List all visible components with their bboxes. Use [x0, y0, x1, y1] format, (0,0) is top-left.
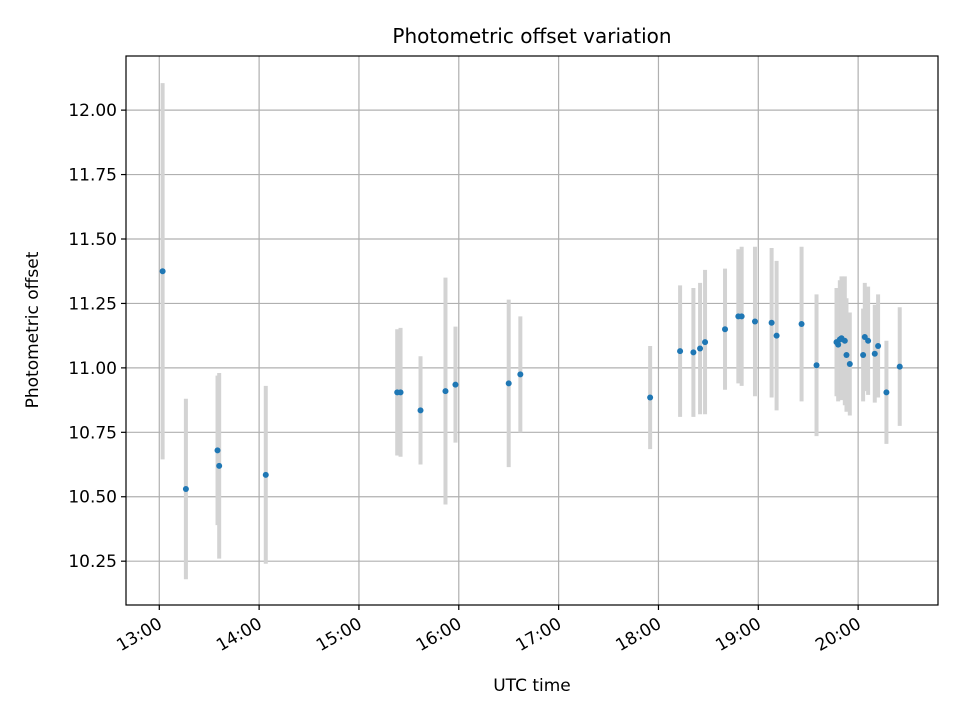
- data-point: [843, 351, 850, 358]
- data-point: [702, 339, 709, 346]
- data-point: [835, 341, 842, 348]
- data-point: [773, 332, 780, 339]
- plot-frame: [125, 55, 939, 606]
- data-point: [865, 337, 872, 344]
- data-point: [896, 363, 903, 370]
- data-points: [159, 268, 903, 493]
- data-point: [871, 350, 878, 357]
- data-point: [159, 268, 166, 275]
- data-point: [697, 345, 704, 352]
- y-axis: 10.25 10.50 10.75 11.00 11.25 11.50 11.75 12.00: [68, 101, 126, 572]
- y-tick-label: 10.25: [68, 552, 117, 572]
- data-point: [738, 313, 745, 320]
- data-point: [647, 394, 654, 401]
- chart-title: Photometric offset variation: [392, 24, 671, 48]
- data-point: [442, 388, 449, 395]
- data-point: [677, 348, 684, 355]
- data-point: [798, 321, 805, 328]
- y-tick-label: 10.75: [68, 423, 117, 443]
- data-point: [841, 337, 848, 344]
- data-point: [875, 342, 882, 349]
- data-point: [768, 319, 775, 326]
- data-point: [690, 349, 697, 356]
- data-point: [505, 380, 512, 387]
- y-tick-label: 11.75: [68, 166, 117, 186]
- data-point: [722, 326, 729, 333]
- data-point: [182, 486, 189, 493]
- data-point: [751, 318, 758, 325]
- x-axis-title: UTC time: [493, 676, 571, 696]
- data-point: [397, 389, 404, 396]
- data-point: [452, 381, 459, 388]
- y-axis-title: Photometric offset: [23, 251, 43, 408]
- data-point: [846, 361, 853, 368]
- y-tick-label: 11.25: [68, 294, 117, 314]
- y-tick-label: 12.00: [68, 101, 117, 121]
- y-tick-label: 11.50: [68, 230, 117, 250]
- data-point: [216, 462, 223, 469]
- data-point: [214, 447, 221, 454]
- data-point: [517, 371, 524, 378]
- grid: [126, 56, 938, 605]
- data-point: [417, 407, 424, 414]
- data-point: [860, 351, 867, 358]
- data-point: [262, 471, 269, 478]
- y-tick-label: 11.00: [68, 359, 117, 379]
- y-tick-label: 10.50: [68, 488, 117, 508]
- data-point: [883, 389, 890, 396]
- data-point: [813, 362, 820, 369]
